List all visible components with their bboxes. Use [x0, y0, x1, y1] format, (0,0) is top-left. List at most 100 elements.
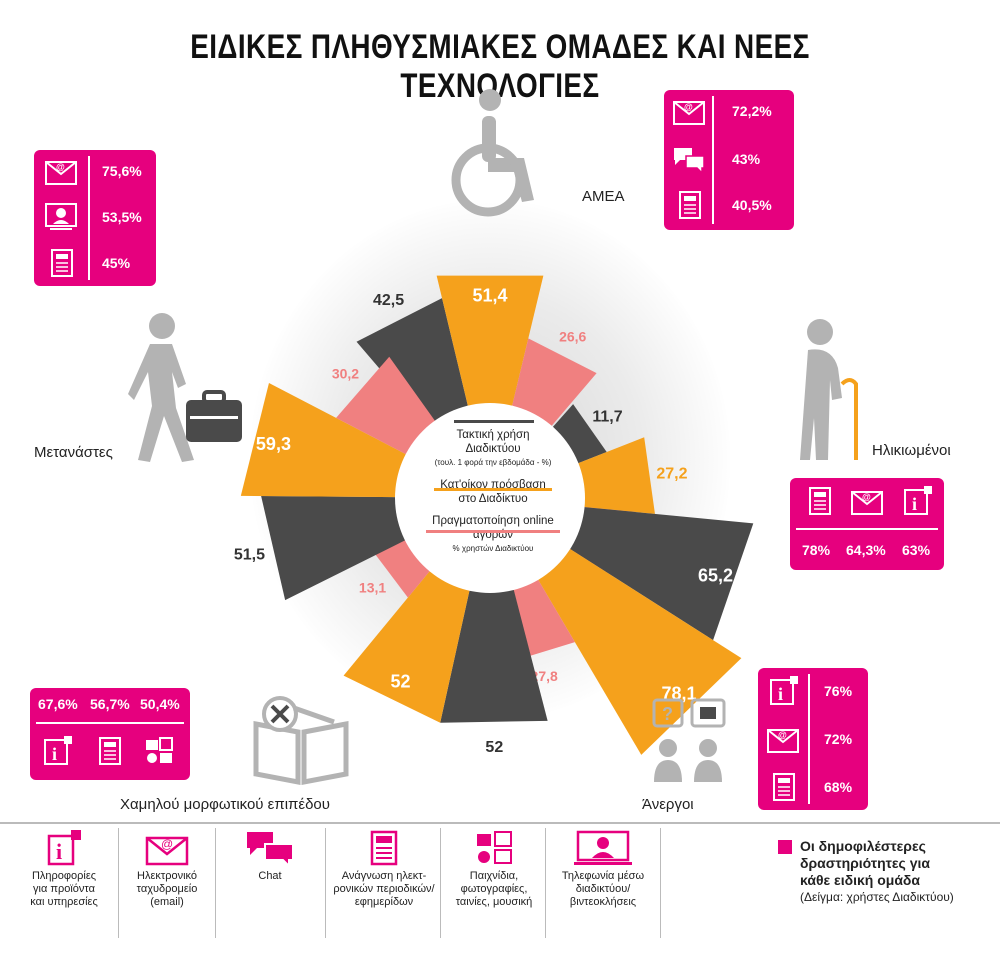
- value-label-amea-1: 51,4: [472, 285, 507, 305]
- bar-loweducation-1: [343, 571, 470, 723]
- center-line3: (τουλ. 1 φορά την εβδομάδα - %): [434, 458, 552, 467]
- bar-migrants-1: [240, 382, 406, 498]
- legend-strip: [0, 822, 1000, 965]
- box-row: @72%: [766, 724, 852, 754]
- svg-text:@: @: [56, 162, 65, 172]
- email-icon: @: [143, 830, 191, 866]
- legend-item-chat: Chat: [222, 830, 318, 883]
- videocall-icon: [44, 202, 78, 232]
- box-value: 76%: [824, 683, 853, 699]
- bar-loweducation-0: [440, 589, 548, 723]
- box-value: 75,6%: [102, 163, 142, 179]
- migrant-icon: [128, 313, 242, 462]
- value-label-loweducation-1: 52: [390, 672, 410, 692]
- newspaper-icon: [44, 248, 78, 278]
- svg-text:@: @: [778, 730, 787, 740]
- box-value: 63%: [902, 542, 931, 558]
- box-value: 56,7%: [90, 696, 130, 712]
- book-icon: [253, 696, 349, 786]
- bar-migrants-0: [261, 496, 405, 601]
- email-icon: @: [766, 724, 800, 754]
- newspaper-icon: [672, 190, 706, 220]
- center-line2: Διαδικτύου: [465, 443, 521, 455]
- legend-rule-shopping: [426, 530, 560, 533]
- legend-item-email: @ Ηλεκτρονικό ταχυδρομείο (email): [122, 830, 212, 909]
- value-label-loweducation-0: 52: [485, 739, 503, 756]
- legend-item-info: i Πληροφορίες για προϊόντα και υπηρεσίες: [14, 830, 114, 909]
- bar-unemployed-0: [570, 507, 754, 641]
- box-row: 43%: [672, 144, 761, 175]
- legend-key: Οι δημοφιλέστερες δραστηριότητες για κάθ…: [800, 838, 990, 906]
- activity-box-amea: @72,2% 43% 40,5%: [664, 90, 794, 230]
- box-value: 67,6%: [38, 696, 78, 712]
- legend-key-line: Οι δημοφιλέστερες: [800, 838, 926, 854]
- bar-loweducation-2: [371, 535, 430, 598]
- center-line6: Πραγματοποίηση online: [432, 515, 554, 527]
- chat-icon: [245, 830, 295, 869]
- box-row: i 76%: [766, 676, 852, 706]
- legend-text: ρονικών περιοδικών/: [333, 883, 435, 895]
- info-icon: i: [900, 486, 934, 516]
- info-icon: i: [40, 736, 74, 766]
- legend-text: και υπηρεσίες: [30, 896, 98, 908]
- box-value: 45%: [102, 255, 131, 271]
- legend-text: ταχυδρομείο: [136, 883, 198, 895]
- group-label-unemployed: Άνεργοι: [642, 796, 694, 813]
- legend-text: Παιχνίδια,: [469, 870, 519, 882]
- legend-item-games: Παιχνίδια, φωτογραφίες, ταινίες, μουσική: [446, 830, 542, 909]
- email-icon: @: [850, 486, 884, 516]
- value-label-unemployed-0: 65,2: [698, 566, 733, 586]
- svg-text:i: i: [778, 684, 783, 704]
- value-label-elderly-1: 27,2: [656, 465, 687, 482]
- legend-text: Ηλεκτρονικό: [137, 870, 197, 882]
- box-value: 50,4%: [140, 696, 180, 712]
- group-label-elderly: Ηλικιωμένοι: [872, 442, 951, 459]
- box-row: 68%: [766, 772, 852, 802]
- bar-elderly-1: [578, 437, 655, 514]
- bar-elderly-0: [552, 404, 607, 464]
- legend-key-note: (Δείγμα: χρήστες Διαδικτύου): [800, 890, 954, 904]
- bar-amea-0: [356, 298, 468, 426]
- group-label-loweducation: Χαμηλού μορφωτικού επιπέδου: [120, 796, 330, 813]
- bar-migrants-2: [336, 356, 435, 455]
- legend-key-swatch: [778, 840, 792, 854]
- box-value: 53,5%: [102, 209, 142, 225]
- legend-text: Τηλεφωνία μέσω: [561, 870, 645, 882]
- info-icon: i: [766, 676, 800, 706]
- newspaper-icon: [366, 830, 402, 866]
- legend-text: Chat: [258, 870, 282, 882]
- value-label-amea-0: 42,5: [373, 292, 404, 309]
- value-label-migrants-1: 59,3: [256, 434, 291, 454]
- center-line1: Τακτική χρήση: [456, 429, 530, 441]
- games-icon: [473, 830, 515, 866]
- svg-text:i: i: [912, 494, 917, 514]
- value-label-migrants-2: 30,2: [332, 365, 359, 381]
- wheelchair-icon: [451, 89, 534, 217]
- box-value: 72%: [824, 731, 853, 747]
- legend-key-line: δραστηριότητες για: [800, 855, 930, 871]
- box-row: @72,2%: [672, 96, 772, 126]
- newspaper-icon: [766, 772, 800, 802]
- videocall-icon: [572, 830, 634, 866]
- value-label-migrants-0: 51,5: [234, 547, 265, 564]
- legend-text: Ανάγνωση ηλεκτ-: [341, 870, 427, 882]
- legend-text: (email): [150, 896, 184, 908]
- activity-box-loweducation: 67,6% 56,7% 50,4% i: [30, 688, 190, 780]
- svg-text:@: @: [684, 102, 693, 112]
- center-circle-overlay: [395, 403, 585, 593]
- info-icon: i: [45, 830, 83, 866]
- box-row: 45%: [44, 248, 130, 278]
- legend-text: Πληροφορίες: [31, 870, 97, 882]
- newspaper-icon: [92, 736, 126, 766]
- legend-rule-internet: [454, 420, 534, 423]
- chat-icon: [672, 144, 706, 175]
- box-value: 43%: [732, 151, 761, 167]
- newspaper-icon: [802, 486, 836, 516]
- box-row: @75,6%: [44, 156, 142, 186]
- page-title: ΕΙΔΙΚΕΣ ΠΛΗΘΥΣΜΙΑΚΕΣ ΟΜΑΔΕΣ ΚΑΙ ΝΕΕΣ ΤΕΧ…: [190, 28, 810, 105]
- svg-text:i: i: [52, 744, 57, 764]
- games-icon: [142, 736, 176, 766]
- box-value: 64,3%: [846, 542, 886, 558]
- value-label-unemployed-2: 27,8: [531, 668, 558, 684]
- legend-text: διαδικτύου/: [575, 883, 631, 895]
